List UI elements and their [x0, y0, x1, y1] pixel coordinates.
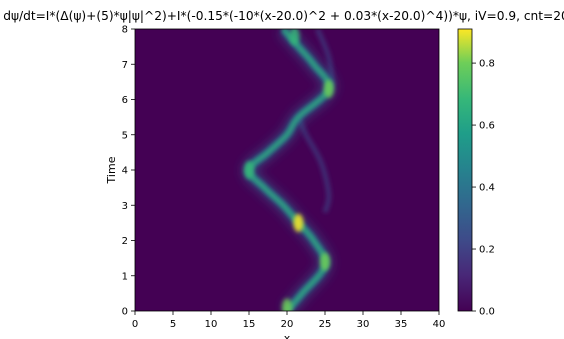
plot-area — [134, 28, 440, 312]
colorbar-tick-label: 0.6 — [479, 121, 495, 132]
intensity-hotspot — [323, 79, 334, 98]
y-tick-label: 3 — [122, 201, 128, 212]
x-tick-label: 10 — [205, 319, 218, 330]
x-tick-label: 30 — [357, 319, 370, 330]
x-axis-label: x — [284, 332, 291, 339]
colorbar-tick-label: 0.0 — [479, 307, 495, 318]
colorbar-tick-label: 0.8 — [479, 59, 495, 70]
y-tick-label: 0 — [122, 307, 128, 318]
colorbar-gradient — [458, 29, 472, 311]
x-tick-label: 0 — [132, 319, 138, 330]
colorbar-tick-label: 0.2 — [479, 245, 495, 256]
y-tick-label: 6 — [122, 95, 128, 106]
secondary-trajectory — [296, 116, 332, 213]
y-axis: 0 1 2 3 4 5 6 7 8 — [122, 25, 135, 318]
intensity-hotspot — [320, 252, 330, 271]
intensity-hotspot — [282, 298, 292, 311]
y-tick-label: 7 — [122, 60, 128, 71]
intensity-hotspot — [289, 29, 300, 46]
intensity-hotspot — [293, 213, 304, 232]
y-tick-label: 4 — [122, 166, 128, 177]
x-tick-label: 15 — [243, 319, 256, 330]
colorbar-ticks: 0.0 0.2 0.4 0.6 0.8 — [472, 59, 495, 318]
x-tick-label: 5 — [170, 319, 176, 330]
chart-title: dψ/dt=I*(Δ(ψ)+(5)*ψ|ψ|^2)+I*(-0.15*(-10*… — [3, 9, 564, 23]
colorbar-tick-label: 0.4 — [479, 183, 495, 194]
y-tick-label: 1 — [122, 271, 128, 282]
x-tick-label: 20 — [281, 319, 294, 330]
x-axis: 0 5 10 15 20 25 30 35 40 — [132, 311, 446, 330]
y-tick-label: 5 — [122, 130, 128, 141]
y-tick-label: 8 — [122, 25, 128, 36]
x-tick-label: 25 — [319, 319, 332, 330]
y-tick-label: 2 — [122, 236, 128, 247]
colorbar: 0.0 0.2 0.4 0.6 0.8 — [457, 28, 495, 318]
colorbar-frame — [457, 28, 473, 312]
x-tick-label: 40 — [433, 319, 446, 330]
y-axis-label: Time — [105, 156, 118, 184]
x-tick-label: 35 — [395, 319, 408, 330]
intensity-hotspot — [244, 161, 254, 179]
heatmap-layer — [242, 29, 337, 311]
heatmap-background — [135, 29, 439, 311]
